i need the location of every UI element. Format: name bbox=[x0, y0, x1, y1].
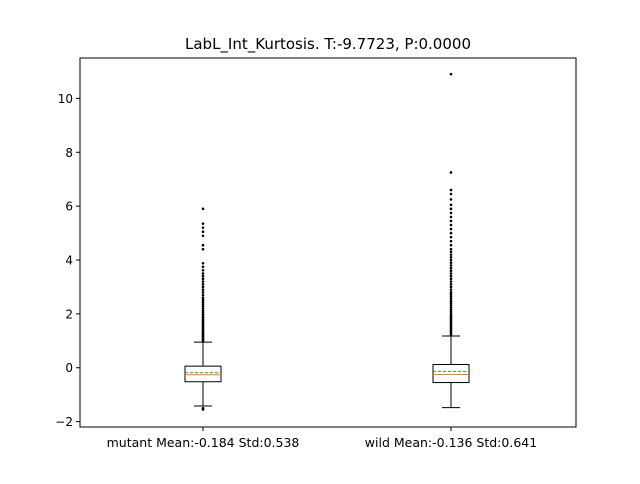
outlier-point bbox=[449, 274, 453, 278]
outlier-point bbox=[449, 310, 453, 314]
boxes bbox=[184, 72, 470, 411]
outlier-point bbox=[449, 299, 453, 303]
outlier-point bbox=[201, 272, 205, 275]
outlier-point bbox=[201, 311, 205, 314]
outlier-point bbox=[449, 293, 453, 296]
outlier-point bbox=[201, 282, 205, 286]
x-tick-label: mutant Mean:-0.184 Std:0.538 bbox=[107, 435, 300, 450]
outlier-point bbox=[449, 171, 453, 174]
y-tick-label: 2 bbox=[65, 307, 73, 321]
outlier-point bbox=[201, 234, 205, 238]
outlier-point bbox=[201, 230, 205, 234]
outlier-point bbox=[201, 274, 205, 278]
y-tick-label: 10 bbox=[58, 92, 73, 106]
y-tick-label: −2 bbox=[55, 415, 73, 429]
outlier-point bbox=[449, 223, 453, 227]
x-axis: mutant Mean:-0.184 Std:0.538 wild Mean:-0… bbox=[107, 427, 537, 450]
outlier-point bbox=[449, 72, 453, 76]
y-tick-label: 8 bbox=[65, 146, 73, 160]
y-tick-label: 0 bbox=[65, 361, 73, 375]
outlier-point bbox=[201, 300, 205, 304]
outlier-point bbox=[449, 253, 453, 256]
outlier-point bbox=[201, 247, 205, 251]
fliers bbox=[449, 72, 453, 337]
outlier-point bbox=[201, 408, 205, 411]
iqr-box bbox=[184, 365, 222, 383]
outlier-point bbox=[201, 265, 205, 269]
outlier-point bbox=[449, 301, 453, 305]
outlier-point bbox=[201, 280, 205, 283]
outlier-point bbox=[449, 285, 453, 289]
outlier-point bbox=[201, 222, 205, 225]
y-tick-label: 6 bbox=[65, 200, 73, 214]
outlier-point bbox=[201, 296, 205, 300]
outlier-point bbox=[201, 293, 205, 297]
outlier-point bbox=[449, 303, 453, 307]
outlier-point bbox=[201, 313, 205, 316]
outlier-point bbox=[449, 272, 453, 275]
outlier-point bbox=[449, 258, 453, 262]
outlier-point bbox=[449, 198, 453, 201]
outlier-point bbox=[201, 268, 205, 272]
outlier-point bbox=[449, 291, 453, 294]
outlier-point bbox=[201, 261, 205, 265]
outlier-point bbox=[201, 302, 205, 306]
outlier-point bbox=[449, 243, 453, 247]
iqr-box bbox=[432, 364, 470, 384]
x-tick-label: wild Mean:-0.136 Std:0.641 bbox=[365, 435, 537, 450]
y-axis: −2 0 2 4 6 8 10 bbox=[55, 92, 80, 429]
outlier-point bbox=[201, 243, 205, 247]
outlier-point bbox=[449, 188, 453, 192]
outlier-point bbox=[201, 277, 205, 281]
outlier-point bbox=[449, 312, 453, 316]
outlier-point bbox=[201, 285, 205, 289]
outlier-point bbox=[449, 295, 453, 298]
outlier-point bbox=[449, 261, 453, 265]
outlier-point bbox=[201, 298, 205, 302]
outlier-point bbox=[201, 309, 205, 312]
outlier-point bbox=[449, 192, 453, 196]
y-tick-label: 4 bbox=[65, 254, 73, 268]
outlier-point bbox=[449, 227, 453, 231]
outlier-point bbox=[201, 307, 205, 310]
outlier-point bbox=[449, 207, 453, 211]
outlier-point bbox=[449, 308, 453, 311]
outlier-point bbox=[449, 231, 453, 235]
outlier-point bbox=[449, 215, 453, 219]
outlier-point bbox=[449, 297, 453, 301]
outlier-point bbox=[449, 211, 453, 215]
outlier-point bbox=[201, 291, 205, 294]
outlier-point bbox=[449, 269, 453, 273]
outlier-point bbox=[449, 203, 453, 207]
outlier-point bbox=[201, 226, 205, 229]
outlier-point bbox=[201, 207, 205, 211]
outlier-point bbox=[449, 235, 453, 239]
outlier-point bbox=[449, 264, 453, 267]
outlier-point bbox=[449, 288, 453, 291]
outlier-point bbox=[449, 219, 453, 223]
outlier-point bbox=[201, 305, 205, 308]
outlier-point bbox=[449, 277, 453, 281]
box-group bbox=[432, 72, 470, 409]
outlier-point bbox=[449, 280, 453, 283]
outlier-point bbox=[449, 250, 453, 254]
outlier-point bbox=[449, 306, 453, 309]
outlier-point bbox=[449, 239, 453, 243]
box-group bbox=[184, 207, 222, 411]
fliers bbox=[201, 207, 205, 411]
outlier-point bbox=[201, 288, 205, 291]
outlier-point bbox=[449, 282, 453, 286]
outlier-point bbox=[449, 256, 453, 259]
outlier-point bbox=[449, 247, 453, 251]
outlier-point bbox=[449, 266, 453, 270]
chart-title: LabL_Int_Kurtosis. T:-9.7723, P:0.0000 bbox=[185, 35, 471, 54]
plot-frame bbox=[79, 57, 577, 428]
